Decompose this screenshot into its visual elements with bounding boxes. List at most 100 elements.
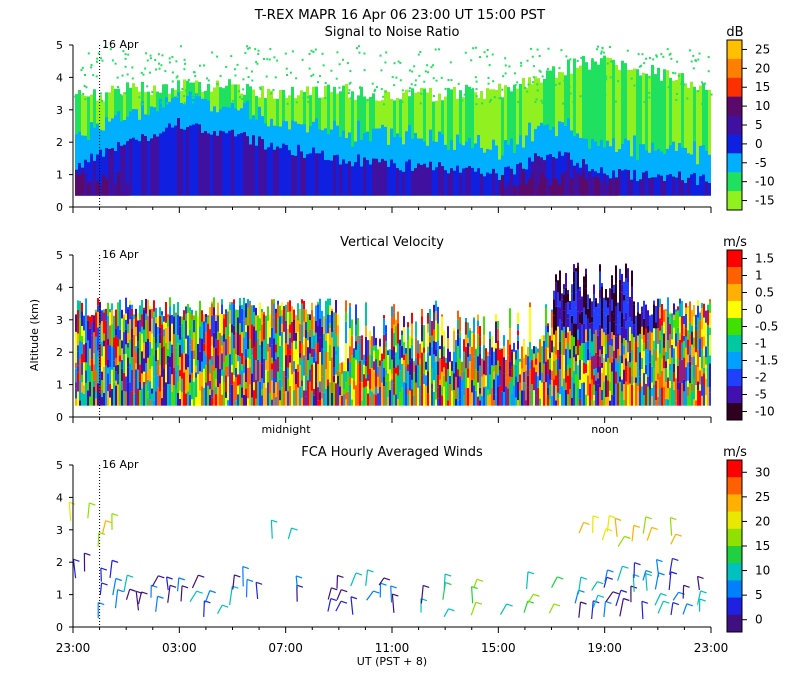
velocity-segment: [641, 306, 643, 312]
velocity-segment: [221, 304, 223, 315]
snr-column: [447, 87, 450, 196]
snr-speckle: [417, 53, 420, 56]
velocity-segment: [81, 362, 83, 375]
velocity-segment: [261, 324, 263, 342]
velocity-segment: [203, 343, 205, 351]
velocity-segment: [383, 367, 385, 377]
snr-speckle: [649, 57, 652, 60]
velocity-segment: [97, 311, 99, 328]
snr-column: [165, 127, 168, 196]
snr-column: [702, 83, 705, 196]
velocity-segment: [655, 380, 657, 401]
snr-column: [669, 77, 672, 196]
velocity-segment: [311, 309, 313, 320]
velocity-segment: [585, 314, 587, 330]
velocity-segment: [295, 368, 297, 385]
velocity-segment: [251, 373, 253, 398]
snr-column: [315, 153, 318, 196]
velocity-segment: [99, 386, 101, 394]
snr-speckle: [401, 89, 404, 92]
snr-column: [666, 174, 669, 196]
velocity-segment: [427, 352, 429, 372]
wind-barb-shaft: [391, 593, 395, 613]
snr-column: [684, 83, 687, 196]
velocity-segment: [297, 352, 299, 365]
velocity-segment: [681, 334, 683, 343]
snr-column: [507, 166, 510, 196]
velocity-segment: [355, 368, 357, 386]
velocity-segment: [585, 274, 587, 289]
velocity-segment: [77, 391, 79, 406]
snr-column: [651, 177, 654, 196]
snr-speckle: [475, 80, 478, 83]
snr-column: [651, 142, 654, 196]
wind-barb-shaft: [135, 591, 140, 611]
velocity-segment: [493, 346, 495, 352]
snr-speckle: [124, 57, 127, 60]
velocity-segment: [459, 317, 461, 332]
velocity-segment: [437, 398, 439, 406]
snr-speckle: [301, 58, 304, 61]
velocity-segment: [407, 371, 409, 388]
velocity-segment: [581, 360, 583, 383]
velocity-segment: [499, 348, 501, 350]
velocity-segment: [547, 359, 549, 375]
velocity-segment: [643, 318, 645, 335]
velocity-segment: [647, 352, 649, 377]
velocity-segment: [111, 303, 113, 310]
snr-speckle: [538, 69, 541, 72]
velocity-segment: [539, 341, 541, 363]
velocity-segment: [691, 383, 693, 392]
velocity-segment: [553, 315, 555, 335]
snr-speckle: [380, 69, 383, 72]
snr-speckle: [538, 54, 541, 57]
velocity-segment: [289, 332, 291, 338]
velocity-segment: [493, 379, 495, 395]
velocity-segment: [259, 381, 261, 406]
velocity-segment: [211, 345, 213, 356]
snr-column: [159, 133, 162, 196]
snr-speckle: [183, 68, 186, 71]
snr-column: [471, 89, 474, 196]
snr-speckle: [101, 59, 104, 62]
snr-column: [585, 179, 588, 196]
velocity-segment: [181, 353, 183, 373]
velocity-segment: [563, 310, 565, 327]
snr-speckle: [419, 102, 422, 105]
velocity-segment: [139, 343, 141, 365]
velocity-segment: [399, 392, 401, 406]
snr-column: [702, 145, 705, 196]
velocity-segment: [707, 325, 709, 347]
snr-speckle: [447, 93, 450, 96]
velocity-segment: [267, 382, 269, 406]
velocity-segment: [179, 370, 181, 377]
velocity-segment: [261, 378, 263, 389]
velocity-segment: [161, 369, 163, 377]
velocity-segment: [335, 374, 337, 384]
velocity-segment: [259, 326, 261, 332]
snr-speckle: [598, 99, 601, 102]
velocity-segment: [195, 345, 197, 366]
velocity-segment: [545, 382, 547, 406]
snr-column: [630, 179, 633, 196]
velocity-segment: [89, 396, 91, 406]
wind-barb-shaft: [614, 518, 618, 537]
snr-speckle: [547, 47, 550, 50]
velocity-segment: [637, 302, 639, 313]
snr-column: [468, 166, 471, 196]
velocity-segment: [251, 397, 253, 406]
velocity-segment: [135, 308, 137, 317]
velocity-segment: [349, 346, 351, 362]
velocity-segment: [119, 361, 121, 382]
velocity-segment: [279, 400, 281, 406]
snr-column: [231, 129, 234, 196]
velocity-segment: [133, 379, 135, 394]
velocity-segment: [667, 399, 669, 406]
snr-speckle: [207, 79, 210, 82]
velocity-segment: [643, 343, 645, 352]
snr-column: [207, 133, 210, 196]
snr-column: [555, 158, 558, 196]
velocity-segment: [639, 333, 641, 353]
snr-speckle: [546, 101, 549, 104]
velocity-segment: [295, 384, 297, 406]
